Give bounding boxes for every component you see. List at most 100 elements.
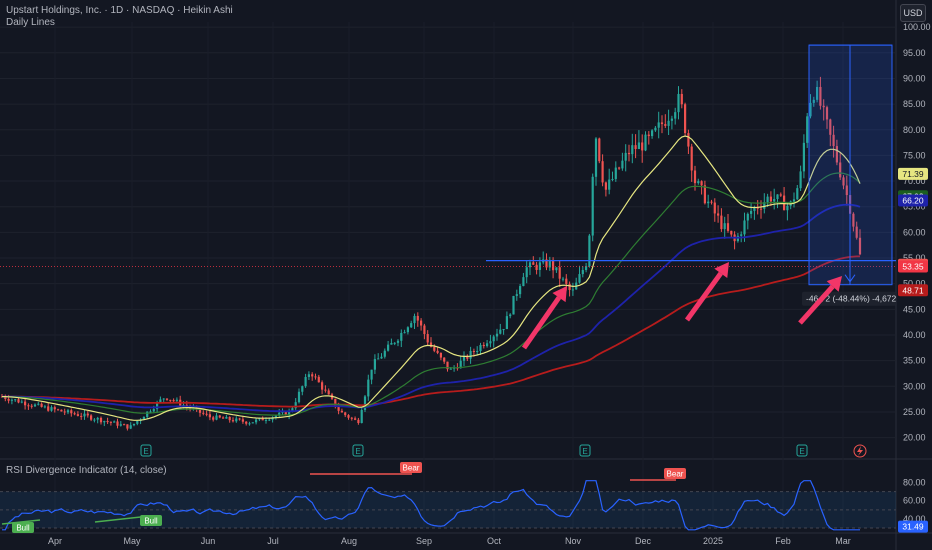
candle-body <box>268 419 271 421</box>
candle-body <box>565 278 568 284</box>
y-tick-label: 90.00 <box>903 73 926 83</box>
candle-body <box>561 278 565 280</box>
candle <box>548 256 551 271</box>
divergence-label-bg <box>140 515 162 526</box>
candle <box>512 295 515 315</box>
rsi-tick-label: 40.00 <box>903 514 926 524</box>
lightning-icon[interactable] <box>853 444 867 458</box>
candle-body <box>829 119 832 135</box>
candle-body <box>462 356 466 361</box>
candle-body <box>116 421 119 426</box>
candle-body <box>558 267 561 279</box>
candle-body <box>740 234 743 236</box>
candle <box>14 398 17 402</box>
candle <box>575 277 578 290</box>
candle <box>462 351 466 367</box>
candle-body <box>598 138 601 162</box>
divergence-label-text: Bull <box>144 517 158 526</box>
divergence-label-text: Bull <box>16 524 30 533</box>
candle <box>845 175 848 206</box>
candle-body <box>786 205 789 211</box>
candle <box>674 107 677 125</box>
earnings-marker-box <box>140 444 152 457</box>
candle-body <box>149 411 152 413</box>
candle <box>66 408 70 415</box>
candle-body <box>825 107 829 120</box>
candle-body <box>387 344 390 351</box>
candle-body <box>420 320 423 326</box>
rsi-panel-title[interactable]: RSI Divergence Indicator (14, close) <box>6 465 167 476</box>
candle <box>10 398 13 405</box>
candle-body <box>66 410 70 413</box>
earnings-marker[interactable]: E <box>579 444 591 457</box>
candle <box>647 131 650 145</box>
earnings-marker[interactable]: E <box>352 444 364 457</box>
arrow <box>684 262 729 322</box>
candle-body <box>505 316 508 330</box>
x-tick-label: Jun <box>201 536 216 546</box>
earnings-marker[interactable]: E <box>796 444 808 457</box>
candle-body <box>360 409 363 423</box>
candle <box>618 166 621 170</box>
candle <box>812 96 815 107</box>
candle <box>344 411 347 418</box>
x-tick-label: Sep <box>416 536 432 546</box>
candle-body <box>707 201 710 204</box>
candle-body <box>710 201 713 203</box>
candle-body <box>113 421 116 423</box>
candle <box>495 328 499 341</box>
price-label-bg <box>898 194 928 207</box>
candle <box>311 372 314 381</box>
candle <box>568 281 571 297</box>
candle <box>644 131 647 152</box>
candle <box>350 416 353 421</box>
candle-body <box>198 408 202 413</box>
candle-body <box>396 340 400 343</box>
candle-body <box>119 424 122 426</box>
candle-body <box>93 419 96 421</box>
candle <box>86 411 89 418</box>
candle <box>436 346 439 355</box>
chart-title[interactable]: Upstart Holdings, Inc. · 1D · NASDAQ · H… <box>6 5 233 16</box>
candle <box>93 418 96 423</box>
price-label: 66.20 <box>898 194 928 207</box>
candle-body <box>106 421 109 423</box>
candle <box>509 313 512 319</box>
ema-20-line <box>2 135 861 421</box>
earnings-marker[interactable]: E <box>140 444 152 457</box>
candle-body <box>241 419 244 422</box>
candle <box>116 418 119 429</box>
candle <box>126 424 129 431</box>
candle-body <box>324 389 327 391</box>
bear-divergence-label: Bear <box>664 468 686 479</box>
price-gridlines <box>0 26 896 439</box>
candle <box>799 165 802 191</box>
candle <box>205 410 208 417</box>
candle <box>515 289 518 301</box>
candle-body <box>637 142 640 150</box>
candle <box>317 374 320 383</box>
candle-body <box>436 350 439 353</box>
ema-200-line <box>2 255 860 408</box>
candle-body <box>835 146 838 163</box>
candle-body <box>614 167 617 179</box>
x-tick-label: Dec <box>635 536 652 546</box>
candle <box>297 388 301 404</box>
candle <box>215 412 218 421</box>
candle <box>377 353 380 360</box>
candle <box>482 342 485 349</box>
candle-body <box>423 325 426 335</box>
candle-body <box>354 418 357 420</box>
candle-body <box>370 369 373 380</box>
candle-body <box>146 411 149 417</box>
candle <box>578 265 581 284</box>
currency-button[interactable]: USD <box>900 4 926 22</box>
candle <box>136 420 139 426</box>
y-tick-label: 50.00 <box>903 279 926 289</box>
candle <box>750 202 753 219</box>
candle <box>380 353 383 359</box>
candle <box>697 178 700 185</box>
candle-body <box>519 286 522 295</box>
candle-body <box>509 314 512 317</box>
